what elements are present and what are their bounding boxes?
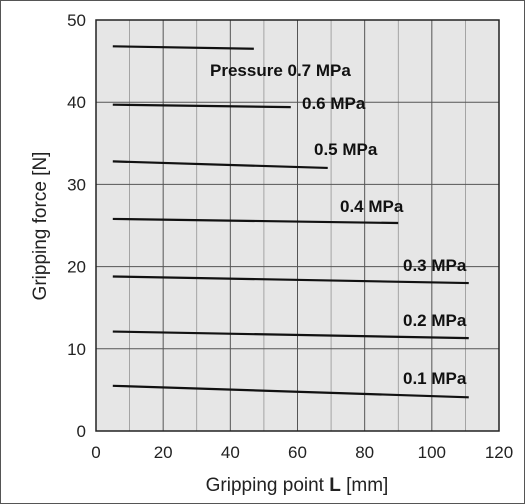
series-line	[112, 384, 469, 399]
x-axis-title-prefix: Gripping point	[206, 475, 330, 496]
series-line	[112, 275, 469, 285]
y-tick-label: 20	[67, 258, 86, 277]
x-tick-label: 40	[221, 443, 240, 462]
x-tick-label: 0	[91, 443, 100, 462]
x-axis-title: Gripping point L [mm]	[206, 475, 389, 496]
x-axis-title-unit: [mm]	[341, 475, 389, 496]
series-label: 0.3 MPa	[403, 256, 467, 275]
x-tick-label: 120	[485, 443, 513, 462]
series-line	[112, 217, 399, 225]
x-tick-label: 100	[418, 443, 446, 462]
y-tick-label: 10	[67, 340, 86, 359]
series-label: 0.1 MPa	[403, 369, 467, 388]
series-labels: Pressure 0.7 MPa 0.6 MPa 0.5 MPa 0.4 MPa 0.3…	[210, 61, 467, 388]
series-label: 0.4 MPa	[340, 197, 404, 216]
x-axis-title-variable: L	[329, 475, 341, 496]
y-tick-label: 0	[77, 422, 86, 441]
y-tick-label: 50	[67, 11, 86, 30]
y-tick-label: 40	[67, 93, 86, 112]
y-tick-label: 30	[67, 175, 86, 194]
series-label: 0.6 MPa	[302, 94, 366, 113]
series-label: Pressure 0.7 MPa	[210, 61, 351, 80]
x-tick-labels: 0 20 40 60 80 100 120	[91, 443, 513, 462]
y-axis-title: Gripping force [N]	[30, 152, 51, 301]
series-label: 0.2 MPa	[403, 311, 467, 330]
series-label: 0.5 MPa	[314, 140, 378, 159]
plot-border	[95, 19, 500, 432]
y-tick-labels: 0 10 20 30 40 50	[67, 11, 86, 441]
x-tick-label: 60	[288, 443, 307, 462]
series-line	[112, 103, 291, 109]
series-lines	[112, 45, 469, 399]
x-tick-label: 20	[154, 443, 173, 462]
x-tick-label: 80	[355, 443, 374, 462]
series-line	[112, 160, 328, 170]
series-line	[112, 45, 254, 50]
grid-lines	[96, 20, 499, 431]
series-line	[112, 330, 469, 340]
